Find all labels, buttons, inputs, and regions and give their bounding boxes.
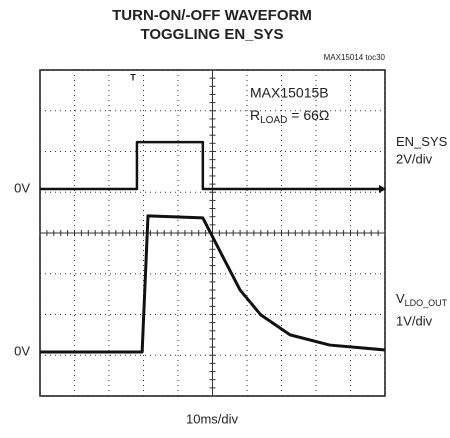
- load-rest: = 66Ω: [287, 107, 329, 123]
- trace: [40, 140, 385, 191]
- series-name: V: [396, 291, 405, 306]
- title-line: TURN-ON/-OFF WAVEFORM: [112, 7, 312, 24]
- grid: [39, 69, 386, 397]
- load-label: RLOAD = 66Ω: [250, 107, 329, 126]
- ground-marker: [379, 184, 386, 193]
- x-axis-label: 10ms/div: [186, 411, 239, 426]
- series-label: VLDO_OUT: [396, 291, 448, 308]
- traces: [40, 140, 386, 354]
- ground-label: 0V: [14, 343, 30, 358]
- figure-id: MAX15014 toc30: [324, 53, 386, 62]
- load-symbol: R: [250, 107, 260, 123]
- part-label: MAX15015B: [250, 85, 329, 101]
- load-sub: LOAD: [260, 115, 287, 126]
- series-label: EN_SYS: [396, 134, 448, 149]
- trigger-marker: T: [130, 72, 136, 82]
- trace: [40, 214, 386, 354]
- series-name: EN_SYS: [396, 134, 448, 149]
- series-scale: 1V/div: [396, 313, 433, 328]
- series-name-sub: LDO_OUT: [405, 298, 448, 308]
- title-line: TOGGLING EN_SYS: [140, 26, 283, 43]
- ground-label: 0V: [14, 180, 30, 195]
- series-scale: 2V/div: [396, 151, 433, 166]
